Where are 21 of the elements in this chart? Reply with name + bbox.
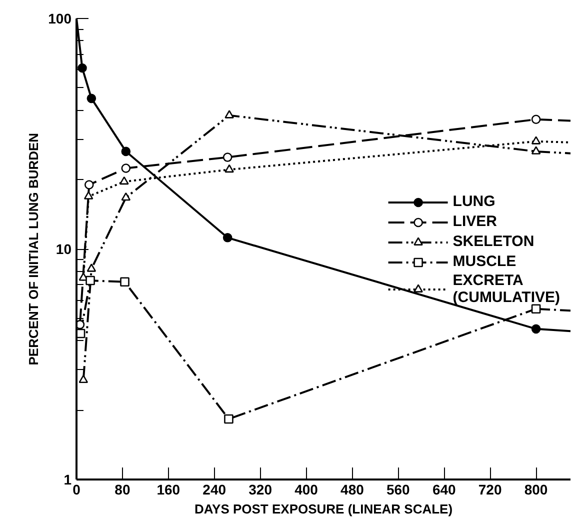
x-tick-label: 720	[478, 482, 502, 498]
y-tick-label: 1	[64, 472, 72, 488]
x-tick-label: 80	[114, 482, 130, 498]
y-axis-title: PERCENT OF INITIAL LUNG BURDEN	[26, 132, 42, 366]
legend-label: SKELETON	[452, 233, 534, 250]
x-tick-label: 640	[432, 482, 456, 498]
x-tick-label: 0	[72, 482, 81, 498]
legend-label: LUNG	[452, 193, 496, 210]
x-tick-label: 400	[294, 482, 318, 498]
x-tick-label: 320	[248, 482, 272, 498]
x-tick-label: 240	[202, 482, 226, 498]
legend-label: LIVER	[452, 213, 497, 230]
y-tick-label: 100	[48, 10, 72, 26]
legend-label: MUSCLE	[452, 253, 516, 270]
x-tick-label: 800	[524, 482, 548, 498]
x-axis-title: DAYS POST EXPOSURE (LINEAR SCALE)	[194, 502, 453, 516]
y-tick-label: 10	[56, 241, 72, 257]
x-tick-label: 480	[340, 482, 364, 498]
legend-label: EXCRETA (CUMULATIVE)	[452, 272, 560, 306]
x-tick-label: 560	[386, 482, 410, 498]
x-tick-label: 160	[156, 482, 180, 498]
